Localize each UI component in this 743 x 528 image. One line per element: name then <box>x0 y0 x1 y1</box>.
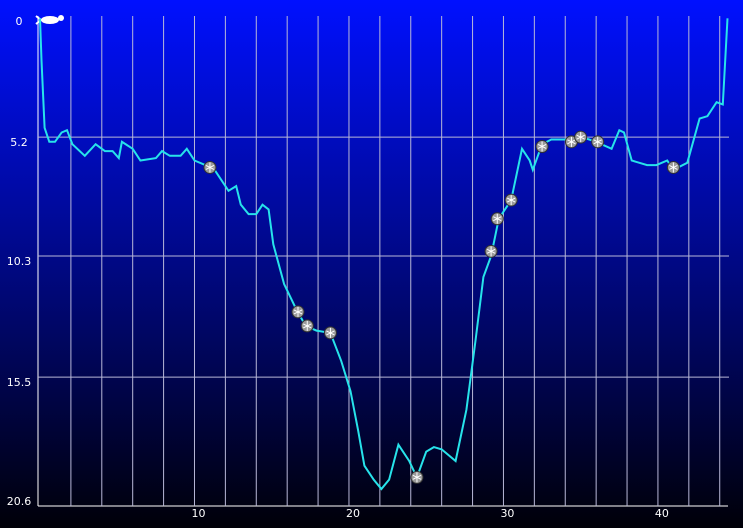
event-icon-detail <box>293 306 303 317</box>
y-tick-label: 20.6 <box>7 495 32 508</box>
event-marker <box>323 326 337 340</box>
event-icon-detail <box>669 162 678 173</box>
event-marker <box>484 244 498 258</box>
y-tick-label: 5.2 <box>10 136 28 149</box>
event-icon-detail <box>303 320 312 331</box>
y-tick-label: 10.3 <box>7 255 32 268</box>
event-marker <box>203 160 217 174</box>
event-icon-detail <box>326 327 335 338</box>
event-marker <box>410 470 424 484</box>
event-marker <box>666 160 680 174</box>
x-tick-label: 40 <box>655 507 669 520</box>
x-tick-label: 30 <box>500 507 514 520</box>
event-icon-detail <box>412 472 422 483</box>
event-icon-detail <box>567 136 576 147</box>
x-tick-label: 20 <box>346 507 360 520</box>
event-icon-detail <box>486 246 496 257</box>
event-marker <box>591 135 605 149</box>
x-tick-label: 10 <box>191 507 205 520</box>
event-icon-detail <box>493 213 502 224</box>
event-icon-detail <box>537 141 547 152</box>
event-marker <box>300 319 314 333</box>
event-icon-detail <box>205 162 215 173</box>
depth-line <box>39 18 729 491</box>
y-tick-label: 15.5 <box>7 376 32 389</box>
event-icon-detail <box>576 132 585 143</box>
event-marker <box>504 193 518 207</box>
event-marker <box>574 130 588 144</box>
event-icon-detail <box>593 136 602 147</box>
event-marker <box>291 305 305 319</box>
event-marker <box>535 139 549 153</box>
y-tick-label: 0 <box>16 15 23 28</box>
event-marker <box>490 212 504 226</box>
event-icon-detail <box>506 195 516 206</box>
